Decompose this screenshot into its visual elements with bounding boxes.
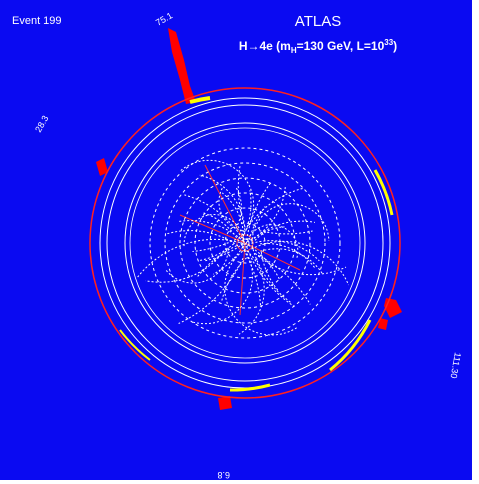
track bbox=[164, 230, 239, 247]
track bbox=[248, 206, 266, 240]
track bbox=[212, 243, 246, 275]
track-ring bbox=[149, 147, 341, 339]
background bbox=[0, 0, 472, 480]
track bbox=[221, 257, 247, 302]
process: H→4e (mH=130 GeV, L=1033) bbox=[239, 38, 397, 55]
track bbox=[250, 220, 315, 242]
track bbox=[179, 159, 255, 239]
track-ring bbox=[224, 222, 266, 264]
track bbox=[246, 182, 272, 240]
track bbox=[247, 240, 320, 262]
energy-label: 6.8 bbox=[217, 470, 230, 480]
track bbox=[245, 224, 299, 259]
track bbox=[199, 243, 235, 261]
track bbox=[164, 247, 229, 284]
track bbox=[254, 253, 347, 276]
event-label: Event 199 bbox=[12, 15, 62, 27]
track bbox=[183, 214, 245, 247]
track-ring bbox=[179, 177, 311, 309]
track bbox=[221, 192, 245, 241]
track bbox=[260, 251, 279, 291]
tracks bbox=[137, 147, 349, 339]
track bbox=[184, 194, 245, 242]
experiment: ATLAS bbox=[295, 13, 341, 30]
track bbox=[257, 254, 311, 305]
track bbox=[145, 247, 227, 283]
track bbox=[178, 257, 244, 324]
track-ring bbox=[194, 192, 296, 294]
track-ring bbox=[209, 207, 281, 279]
track bbox=[251, 240, 349, 286]
track bbox=[205, 243, 244, 262]
track bbox=[224, 248, 298, 336]
track bbox=[218, 186, 243, 231]
energy-label: 111.30 bbox=[448, 352, 462, 380]
track bbox=[251, 203, 330, 244]
track-ring bbox=[164, 162, 326, 324]
detector bbox=[89, 87, 401, 399]
track bbox=[192, 238, 237, 252]
track bbox=[241, 190, 252, 239]
track bbox=[244, 243, 295, 307]
track bbox=[254, 226, 285, 241]
track bbox=[246, 185, 286, 243]
